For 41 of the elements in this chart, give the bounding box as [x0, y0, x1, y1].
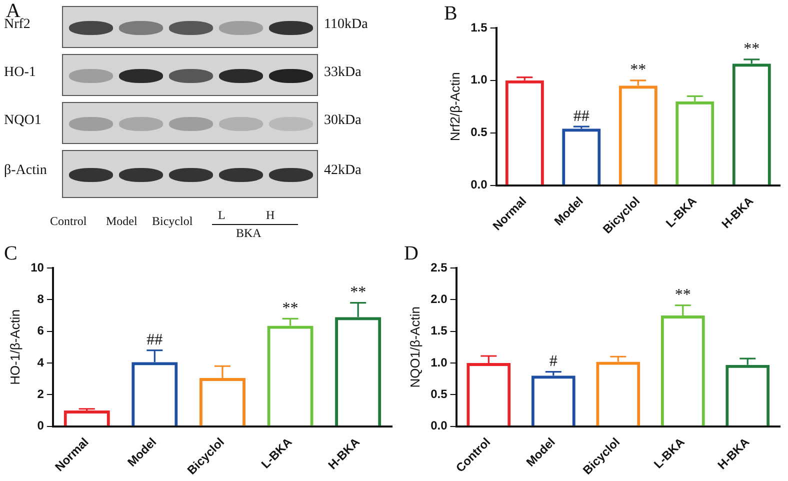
chart-title: C [4, 242, 18, 264]
y-tick-label: 1.5 [430, 324, 448, 338]
text: 110kDa [324, 17, 368, 33]
y-tick-label: 8 [37, 292, 44, 306]
y-tick-label: 0.5 [470, 125, 488, 140]
text: Nrf2 [4, 17, 30, 33]
y-tick-label: 1.0 [430, 355, 448, 370]
text: 33kDa [324, 65, 362, 81]
annotation: ** [630, 62, 646, 79]
y-tick-label: 2.5 [430, 260, 448, 274]
y-axis-title: NQO1/β-Actin [407, 306, 422, 388]
y-tick-label: 10 [30, 260, 44, 274]
y-axis-title: Nrf2/β-Actin [447, 72, 462, 142]
y-tick-label: 0.0 [470, 178, 488, 192]
annotation: ** [350, 284, 366, 302]
text: BKA [236, 226, 262, 241]
chart-title: B [444, 2, 458, 24]
y-tick-label: 1.0 [470, 72, 488, 87]
y-tick-label: 1.5 [470, 20, 488, 34]
text: 42kDa [324, 163, 362, 179]
chart-title: D [404, 242, 418, 264]
text: H [266, 208, 275, 223]
y-tick-label: 4 [37, 355, 44, 370]
annotation: # [549, 353, 558, 370]
y-axis-title: HO-1/β-Actin [7, 309, 22, 385]
y-tick-label: 2.0 [430, 292, 448, 306]
annotation: ## [573, 108, 590, 125]
y-tick-label: 0.5 [430, 386, 448, 401]
annotation: ** [282, 300, 298, 317]
y-tick-label: 0 [37, 418, 44, 433]
text: L [218, 208, 226, 223]
text: 30kDa [324, 113, 362, 129]
y-tick-label: 6 [37, 324, 44, 338]
y-tick-label: 2 [37, 386, 44, 401]
y-tick-label: 0.0 [430, 418, 448, 433]
text: HO-1 [4, 65, 36, 81]
annotation: ## [146, 332, 163, 349]
annotation: ** [744, 40, 760, 58]
text: β-Actin [4, 163, 47, 179]
text: NQO1 [4, 113, 42, 129]
annotation: ** [674, 286, 691, 304]
